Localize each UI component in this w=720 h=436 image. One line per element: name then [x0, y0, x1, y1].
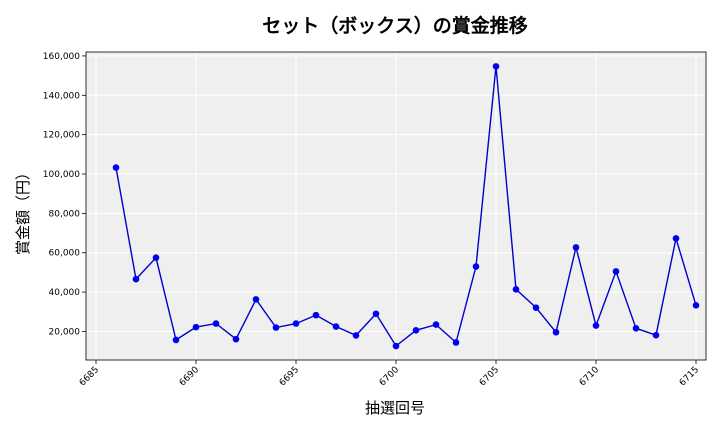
y-tick-label: 40,000 — [49, 288, 81, 298]
data-point — [492, 63, 500, 70]
data-point — [312, 311, 320, 319]
plot-frame — [85, 51, 707, 361]
data-point — [292, 320, 300, 327]
data-point — [272, 324, 280, 331]
data-point — [372, 310, 380, 318]
y-tick-label: 120,000 — [43, 131, 80, 141]
x-tick-label: 6710 — [578, 365, 601, 388]
data-point — [172, 336, 180, 344]
data-point — [512, 286, 520, 293]
x-tick-label: 6715 — [678, 365, 701, 388]
y-tick-label: 100,000 — [43, 170, 80, 180]
data-point — [632, 325, 640, 332]
y-axis-label: 賞金額（円） — [14, 165, 32, 255]
x-tick-label: 6685 — [78, 365, 101, 388]
chart-title: セット（ボックス）の賞金推移 — [262, 14, 527, 37]
x-tick-label: 6695 — [278, 365, 301, 388]
x-axis-label: 抽選回号 — [365, 399, 425, 417]
data-point — [152, 254, 160, 261]
data-point — [212, 320, 220, 327]
series-layer — [112, 63, 700, 350]
y-tick-label: 60,000 — [49, 249, 81, 259]
data-point — [112, 164, 120, 171]
y-tick-label: 160,000 — [43, 52, 80, 62]
series-line — [115, 66, 697, 348]
data-point — [472, 263, 480, 270]
data-point — [692, 301, 700, 309]
data-point — [232, 335, 240, 343]
data-point — [432, 321, 440, 328]
x-tick-label: 6705 — [478, 365, 501, 388]
x-tick-label: 6690 — [178, 365, 201, 388]
data-point — [352, 332, 360, 339]
data-point — [332, 323, 340, 330]
data-point — [392, 342, 400, 350]
y-tick-label: 80,000 — [49, 209, 81, 219]
data-point — [612, 268, 620, 275]
y-tick-label: 140,000 — [43, 91, 80, 101]
data-point — [572, 244, 580, 251]
data-point — [412, 326, 420, 334]
data-point — [552, 328, 560, 336]
data-point — [132, 275, 140, 283]
data-point — [532, 304, 540, 311]
data-point — [252, 296, 260, 303]
data-point — [652, 331, 660, 339]
y-tick-label: 20,000 — [49, 327, 81, 337]
data-point — [592, 322, 600, 329]
data-point — [672, 235, 680, 242]
data-point — [452, 339, 460, 346]
data-point — [192, 323, 200, 331]
x-tick-label: 6700 — [378, 365, 401, 388]
